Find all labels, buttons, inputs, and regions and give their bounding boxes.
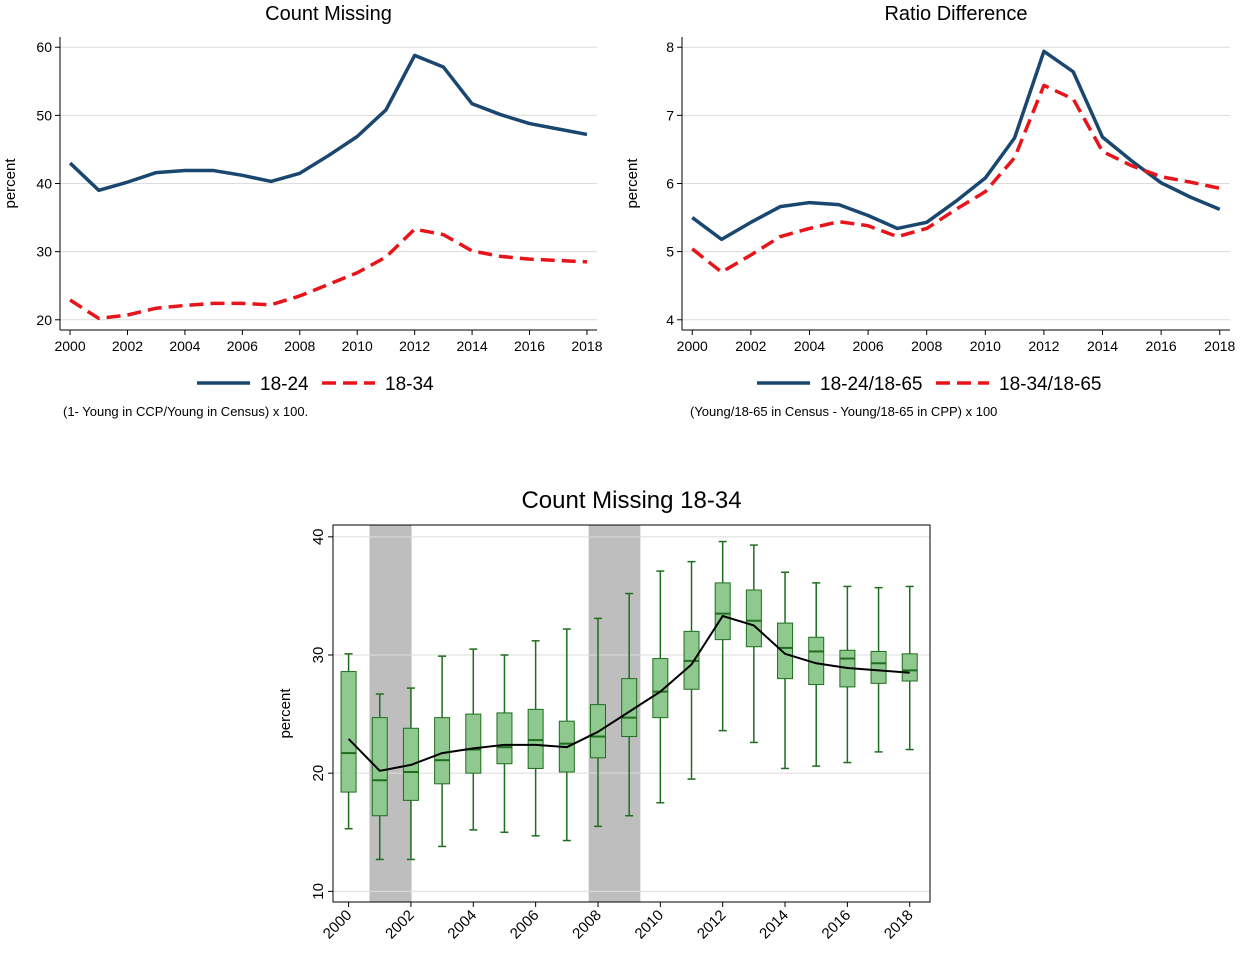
box: [434, 717, 451, 785]
series-line: [691, 83, 1221, 274]
y-tick-label: 20: [36, 312, 52, 328]
x-tick-label: 2018: [881, 907, 917, 943]
y-tick-label: 6: [666, 176, 674, 192]
x-tick-label: 2018: [1204, 338, 1235, 354]
y-tick-label: 10: [310, 883, 327, 900]
x-tick-label: 2002: [735, 338, 766, 354]
legend-label: 18-24: [260, 374, 309, 395]
x-tick-label: 2004: [794, 338, 825, 354]
y-tick-label: 4: [666, 312, 674, 328]
box: [371, 717, 388, 817]
x-tick-label: 2008: [284, 338, 315, 354]
x-tick-label: 2018: [571, 338, 602, 354]
x-tick-label: 2016: [1146, 338, 1177, 354]
x-tick-label: 2008: [569, 907, 605, 943]
note: (1- Young in CCP/Young in Census) x 100.: [63, 404, 308, 419]
x-tick-label: 2012: [399, 338, 430, 354]
series-line: [691, 49, 1221, 242]
box: [527, 708, 544, 769]
shaded-region: [369, 525, 412, 902]
x-tick-label: 2014: [756, 907, 792, 943]
x-tick-label: 2016: [514, 338, 545, 354]
legend-label: 18-34/18-65: [999, 374, 1101, 395]
note: (Young/18-65 in Census - Young/18-65 in …: [690, 404, 997, 419]
box: [745, 589, 762, 648]
box: [652, 658, 669, 719]
y-tick-label: 40: [36, 176, 52, 192]
x-tick-label: 2016: [819, 907, 855, 943]
series-line: [69, 227, 588, 321]
box: [901, 653, 918, 682]
y-tick-label: 7: [666, 107, 674, 123]
box: [714, 582, 731, 641]
x-tick-label: 2010: [342, 338, 373, 354]
x-tick-label: 2006: [507, 907, 543, 943]
x-tick-label: 2000: [320, 907, 356, 943]
y-axis-label: percent: [277, 688, 294, 739]
legend-label: 18-34: [385, 374, 434, 395]
series-line: [347, 615, 910, 772]
box: [465, 713, 482, 774]
x-tick-label: 2014: [1087, 338, 1118, 354]
x-tick-label: 2012: [1028, 338, 1059, 354]
chart-title: Ratio Difference: [884, 3, 1027, 25]
x-tick-label: 2006: [853, 338, 884, 354]
series-line: [68, 53, 588, 193]
x-tick-label: 2000: [54, 338, 85, 354]
box: [777, 622, 794, 680]
x-tick-label: 2010: [632, 907, 668, 943]
x-tick-label: 2008: [911, 338, 942, 354]
y-tick-label: 40: [310, 528, 327, 545]
y-tick-label: 30: [36, 244, 52, 260]
x-tick-label: 2002: [382, 907, 418, 943]
y-tick-label: 30: [310, 647, 327, 664]
chart-title: Count Missing: [265, 3, 392, 25]
box: [496, 712, 513, 765]
plot-frame: [332, 524, 931, 903]
y-tick-label: 8: [666, 39, 674, 55]
chart-title: Count Missing 18-34: [521, 487, 741, 514]
y-tick-label: 60: [36, 39, 52, 55]
box: [870, 650, 887, 684]
x-tick-label: 2004: [169, 338, 200, 354]
x-tick-label: 2006: [227, 338, 258, 354]
y-tick-label: 20: [310, 765, 327, 782]
y-axis-label: percent: [2, 158, 19, 209]
x-tick-label: 2002: [112, 338, 143, 354]
legend-label: 18-24/18-65: [820, 374, 922, 395]
y-tick-label: 5: [666, 244, 674, 260]
x-tick-label: 2000: [677, 338, 708, 354]
x-tick-label: 2004: [444, 907, 480, 943]
x-tick-label: 2012: [694, 907, 730, 943]
x-tick-label: 2010: [970, 338, 1001, 354]
x-tick-label: 2014: [457, 338, 488, 354]
box: [340, 671, 357, 793]
y-tick-label: 50: [36, 107, 52, 123]
y-axis-label: percent: [624, 158, 641, 209]
